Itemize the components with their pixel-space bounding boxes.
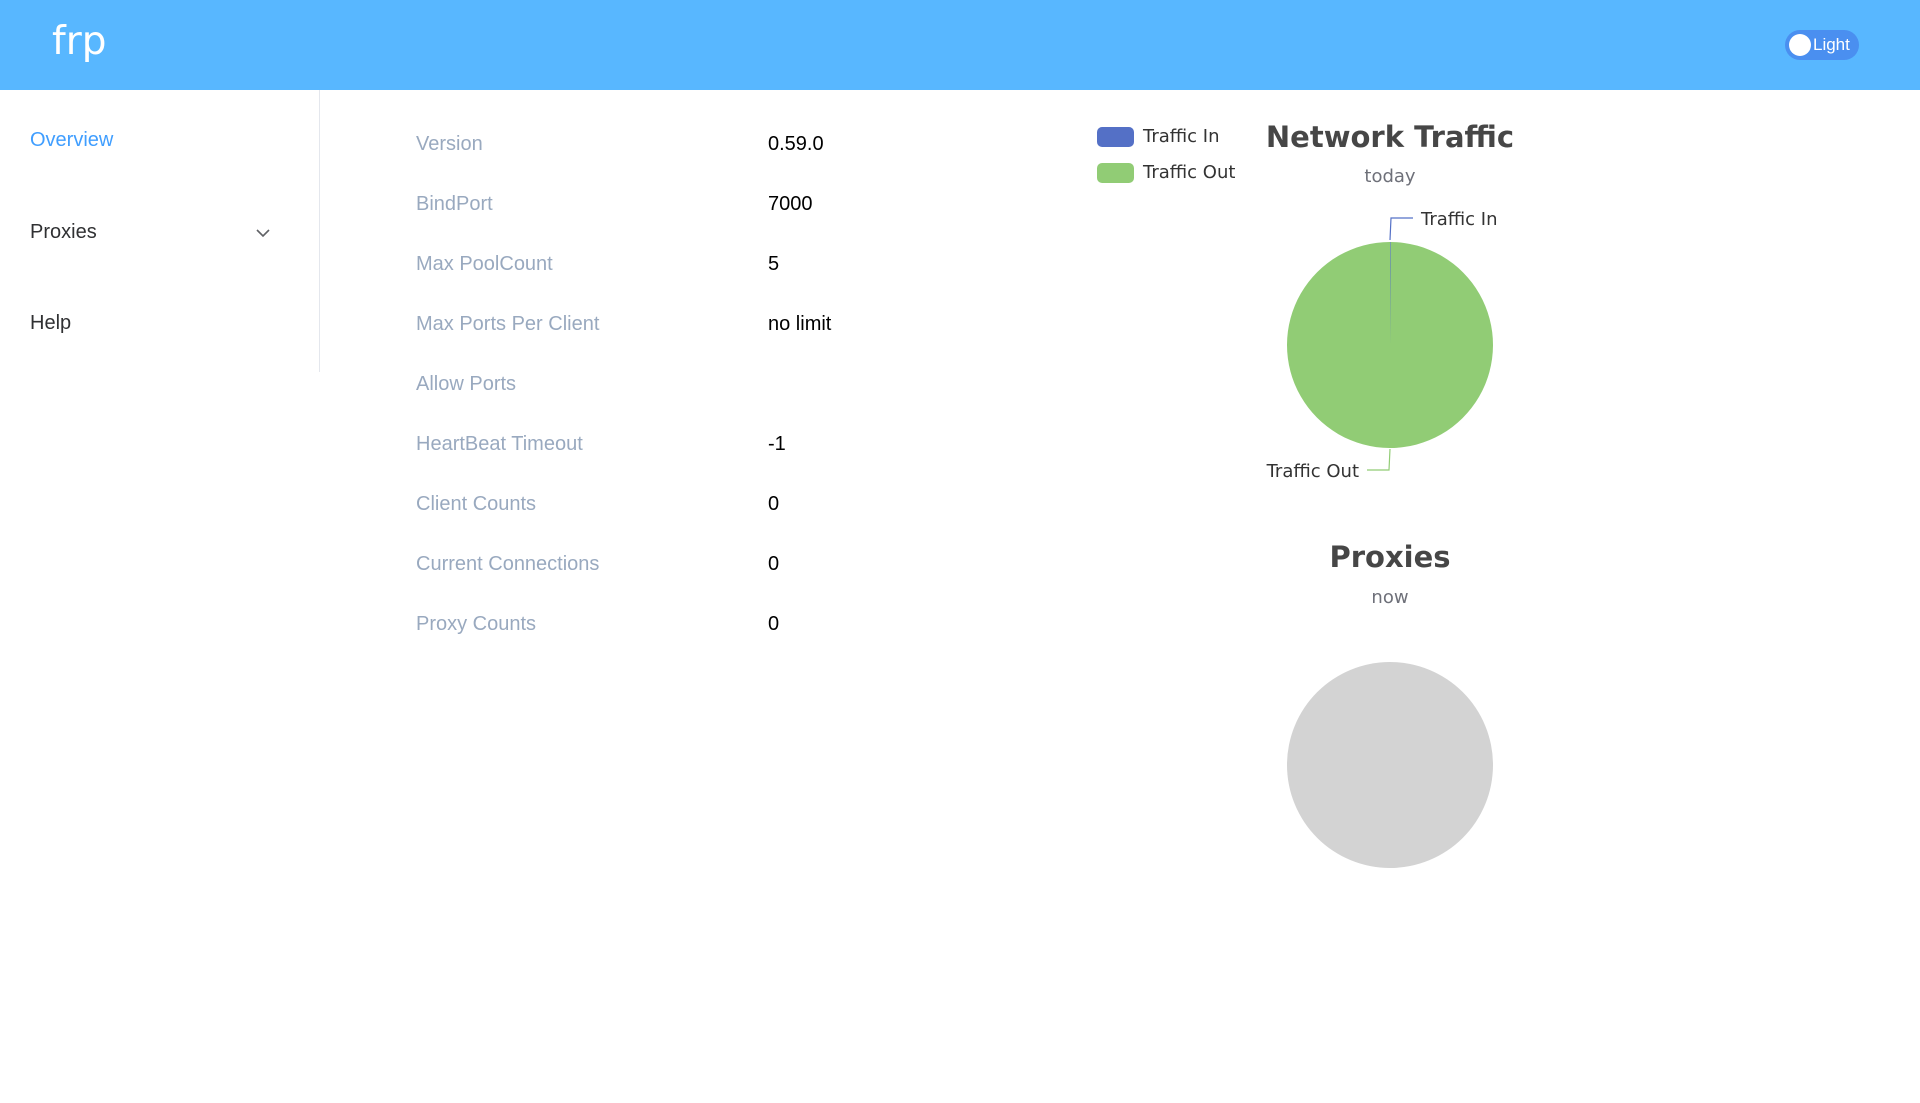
info-label: Client Counts: [416, 493, 537, 515]
pie-slice-traffic-out: [1286, 241, 1493, 448]
info-label: Current Connections: [416, 553, 600, 575]
info-row-bindport: BindPort 7000: [416, 193, 976, 233]
info-label: Allow Ports: [416, 373, 517, 395]
info-row-current-connections: Current Connections 0: [416, 553, 976, 593]
info-value: 0: [768, 493, 780, 515]
traffic-chart-title: Network Traffic: [1265, 120, 1515, 154]
theme-toggle-knob: [1789, 34, 1811, 56]
info-label: Version: [416, 133, 483, 155]
pie-empty-placeholder: [1287, 662, 1493, 868]
info-label: Max Ports Per Client: [416, 313, 600, 335]
info-value: 0: [768, 613, 780, 635]
info-value: 5: [768, 253, 780, 275]
pie-label-traffic-out: Traffic Out: [1266, 461, 1359, 482]
info-row-allow-ports: Allow Ports: [416, 373, 976, 413]
pie-label-traffic-in: Traffic In: [1420, 209, 1498, 230]
proxies-chart-subtitle: now: [1371, 587, 1409, 608]
leader-line-traffic-in: [1389, 217, 1413, 241]
info-value: 0.59.0: [768, 133, 824, 155]
info-row-heartbeat-timeout: HeartBeat Timeout -1: [416, 433, 976, 473]
sidebar-menu: Overview Proxies Help: [0, 90, 320, 372]
info-value: no limit: [768, 313, 832, 335]
info-value: 0: [768, 553, 780, 575]
sidebar-item-proxies[interactable]: Proxies: [30, 221, 97, 243]
info-row-max-ports-per-client: Max Ports Per Client no limit: [416, 313, 976, 353]
info-value: -1: [768, 433, 786, 455]
info-row-version: Version 0.59.0: [416, 133, 976, 173]
chevron-down-icon[interactable]: [254, 224, 272, 242]
top-header: frp Light: [0, 0, 1920, 90]
sidebar-item-help[interactable]: Help: [30, 312, 72, 334]
proxies-chart-title: Proxies: [1329, 540, 1451, 574]
info-row-proxy-counts: Proxy Counts 0: [416, 613, 976, 653]
legend-swatch: [1097, 127, 1134, 147]
info-label: Max PoolCount: [416, 253, 553, 275]
legend-swatch: [1097, 163, 1134, 183]
brand-logo: frp: [52, 19, 107, 64]
info-label: HeartBeat Timeout: [416, 433, 583, 455]
info-label: Proxy Counts: [416, 613, 537, 635]
theme-toggle[interactable]: Light: [1785, 30, 1859, 60]
leader-line-traffic-out: [1367, 448, 1391, 471]
info-label: BindPort: [416, 193, 493, 215]
info-row-max-poolcount: Max PoolCount 5: [416, 253, 976, 293]
legend-label: Traffic In: [1143, 126, 1220, 147]
theme-toggle-label: Light: [1813, 35, 1850, 54]
sidebar-item-overview[interactable]: Overview: [30, 129, 114, 151]
legend-label: Traffic Out: [1143, 162, 1236, 183]
info-row-client-counts: Client Counts 0: [416, 493, 976, 533]
traffic-chart-subtitle: today: [1364, 166, 1416, 187]
info-value: 7000: [768, 193, 813, 215]
